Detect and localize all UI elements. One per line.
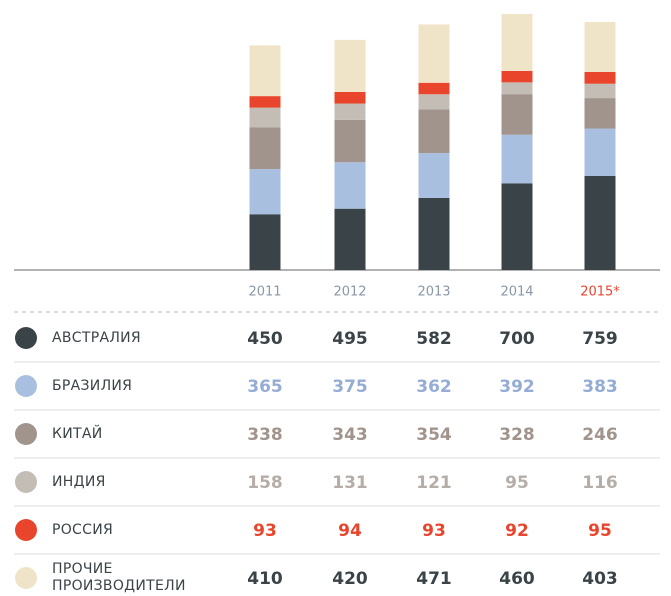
value-label: 328 bbox=[499, 425, 535, 445]
value-label: 450 bbox=[247, 329, 283, 349]
x-tick-label: 2013 bbox=[417, 285, 450, 300]
value-label: 93 bbox=[253, 521, 277, 541]
bar-segment bbox=[501, 183, 533, 270]
bar-segment bbox=[249, 214, 281, 270]
legend-marker bbox=[15, 519, 37, 541]
bar-segment bbox=[249, 107, 281, 128]
bar-segment bbox=[501, 94, 533, 135]
x-tick-label: 2011 bbox=[248, 285, 281, 300]
value-label: 354 bbox=[416, 425, 452, 445]
legend-label: РОССИЯ bbox=[52, 521, 114, 538]
bar-segment bbox=[334, 162, 366, 209]
bar-segment bbox=[249, 169, 281, 215]
bar-segment bbox=[418, 153, 450, 198]
bar-segment bbox=[584, 128, 616, 176]
bar-segment bbox=[501, 134, 533, 184]
bar-segment bbox=[334, 91, 366, 104]
value-label: 460 bbox=[499, 569, 535, 589]
bar-segment bbox=[249, 45, 281, 97]
bar-segment bbox=[418, 94, 450, 110]
bar-segment bbox=[249, 96, 281, 108]
bar-segment bbox=[334, 39, 366, 92]
value-label: 121 bbox=[416, 473, 452, 493]
bar-segment bbox=[418, 24, 450, 83]
bar-segment bbox=[418, 109, 450, 154]
legend-marker bbox=[15, 327, 37, 349]
value-label: 471 bbox=[416, 569, 452, 589]
value-label: 116 bbox=[582, 473, 618, 493]
bar-segment bbox=[418, 197, 450, 270]
bar-segment bbox=[334, 103, 366, 120]
value-label: 403 bbox=[582, 569, 618, 589]
bar-segment bbox=[584, 98, 616, 129]
legend-label: ИНДИЯ bbox=[52, 473, 106, 490]
bar-segment bbox=[334, 208, 366, 270]
value-label: 93 bbox=[422, 521, 446, 541]
value-label: 94 bbox=[338, 521, 362, 541]
x-tick-label: 2015* bbox=[580, 285, 620, 300]
bar-segment bbox=[501, 70, 533, 83]
value-label: 362 bbox=[416, 377, 452, 397]
legend-marker bbox=[15, 471, 37, 493]
bar-segment bbox=[249, 127, 281, 170]
bar-segment bbox=[584, 83, 616, 99]
bar-segment bbox=[501, 82, 533, 95]
value-label: 759 bbox=[582, 329, 618, 349]
x-tick-label: 2012 bbox=[333, 285, 366, 300]
value-label: 420 bbox=[332, 569, 368, 589]
bar-segment bbox=[584, 71, 616, 84]
value-label: 95 bbox=[505, 473, 529, 493]
legend-marker bbox=[15, 375, 37, 397]
legend-label: АВСТРАЛИЯ bbox=[52, 329, 141, 346]
legend-label: ПРОЧИЕ ПРОИЗВОДИТЕЛИ bbox=[52, 561, 186, 594]
bar-segment bbox=[584, 22, 616, 72]
value-label: 131 bbox=[332, 473, 368, 493]
value-label: 582 bbox=[416, 329, 452, 349]
value-label: 375 bbox=[332, 377, 368, 397]
legend-marker bbox=[15, 423, 37, 445]
value-label: 392 bbox=[499, 377, 535, 397]
value-label: 158 bbox=[247, 473, 283, 493]
bar-segment bbox=[418, 82, 450, 95]
legend-marker bbox=[15, 567, 37, 589]
value-label: 410 bbox=[247, 569, 283, 589]
x-tick-label: 2014 bbox=[500, 285, 533, 300]
legend-label: БРАЗИЛИЯ bbox=[52, 377, 133, 394]
value-label: 92 bbox=[505, 521, 529, 541]
value-label: 246 bbox=[582, 425, 618, 445]
value-label: 338 bbox=[247, 425, 283, 445]
value-label: 383 bbox=[582, 377, 618, 397]
bar-segment bbox=[334, 119, 366, 163]
value-label: 343 bbox=[332, 425, 368, 445]
bar-segment bbox=[584, 175, 616, 270]
bar-segment bbox=[501, 14, 533, 71]
legend-label: КИТАЙ bbox=[52, 425, 103, 442]
value-label: 495 bbox=[332, 329, 368, 349]
value-label: 95 bbox=[588, 521, 612, 541]
value-label: 700 bbox=[499, 329, 535, 349]
value-label: 365 bbox=[247, 377, 283, 397]
